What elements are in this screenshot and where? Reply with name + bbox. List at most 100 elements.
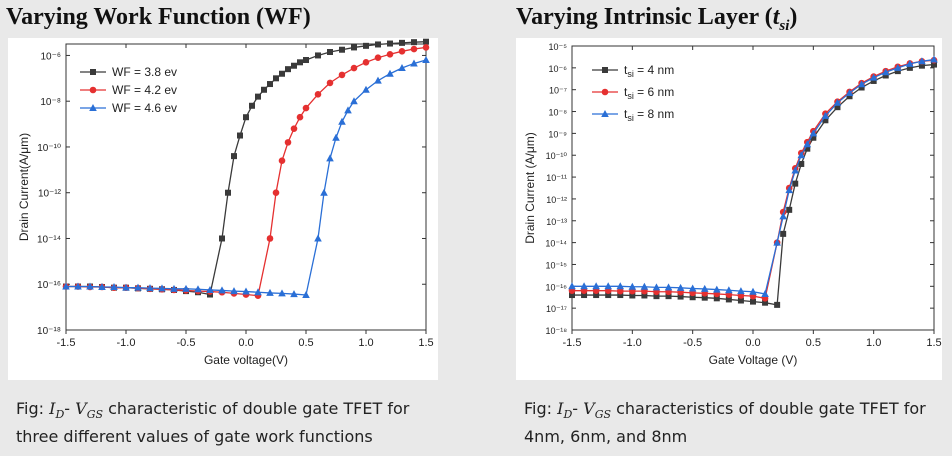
data-point	[881, 68, 890, 76]
data-point	[62, 282, 70, 290]
y-axis-label: Drain Current(A/μm)	[17, 133, 31, 241]
data-point	[821, 111, 830, 119]
series-2	[62, 56, 430, 298]
data-point	[906, 64, 913, 71]
data-point	[713, 295, 720, 302]
y-tick-label: 10⁻¹⁶	[546, 282, 568, 292]
y-tick-label: 10⁻⁸	[548, 108, 567, 118]
data-point	[243, 114, 249, 121]
data-point	[918, 57, 926, 65]
data-point	[604, 282, 612, 290]
tsi-chart: -1.5 -1.0 -0.5 0.0 0.5 1.0 1.5 10⁻¹⁸ 10⁻¹⁷ 10⁻¹⁶ 1…	[523, 42, 942, 367]
y-tick-label: 10⁻⁸	[40, 97, 61, 108]
data-point	[569, 292, 575, 299]
series-line	[66, 41, 427, 296]
data-point	[688, 284, 697, 292]
data-point	[285, 66, 291, 73]
data-point	[314, 91, 322, 98]
left-caption: Fig: ID- VGS characteristic of double ga…	[16, 399, 410, 447]
data-point	[786, 206, 793, 213]
data-point	[279, 70, 285, 77]
series-line	[572, 63, 935, 306]
data-point	[762, 299, 769, 306]
data-point	[386, 69, 394, 77]
data-point	[410, 59, 418, 67]
legend: tsi = 4 nm tsi = 6 nm tsi = 8 nm	[592, 63, 674, 123]
data-point	[351, 44, 357, 51]
legend-label: WF = 4.6 ev	[112, 101, 177, 115]
data-point	[296, 113, 304, 121]
x-tick-label: -1.5	[57, 337, 76, 349]
left-heading: Varying Work Function (WF)	[6, 4, 311, 30]
x-tick-label: 1.0	[358, 337, 373, 349]
y-tick-label: 10⁻¹¹	[546, 173, 567, 183]
data-point	[700, 284, 709, 292]
data-point	[290, 290, 298, 298]
data-point	[930, 55, 938, 63]
data-point	[780, 230, 787, 237]
data-point	[797, 151, 806, 159]
data-point	[410, 45, 418, 53]
data-point	[665, 293, 672, 300]
legend-marker	[601, 110, 609, 117]
x-tick-label: -0.5	[177, 337, 196, 349]
y-tick-label: 10⁻¹⁰	[546, 151, 568, 161]
data-point	[255, 93, 261, 100]
data-point	[266, 235, 274, 242]
data-point	[170, 284, 178, 292]
legend-label: WF = 3.8 ev	[112, 65, 177, 79]
x-tick-label: 0.5	[298, 337, 313, 349]
legend: WF = 3.8 ev WF = 4.2 ev WF = 4.6 ev	[80, 65, 177, 115]
legend-marker	[90, 69, 96, 75]
data-point	[809, 129, 818, 137]
data-point	[628, 282, 637, 290]
y-tick-label: 10⁻⁵	[549, 42, 568, 52]
data-point	[689, 294, 696, 301]
data-point	[846, 93, 853, 100]
series-2	[568, 55, 938, 297]
data-point	[737, 297, 744, 304]
y-tick-label: 10⁻⁶	[40, 51, 61, 62]
data-point	[677, 293, 684, 300]
data-point	[86, 282, 94, 290]
series-line	[66, 59, 427, 296]
data-point	[375, 41, 381, 48]
data-point	[773, 238, 781, 246]
data-point	[374, 76, 382, 84]
data-point	[387, 40, 393, 47]
data-point	[822, 117, 829, 124]
data-point	[792, 180, 799, 187]
data-point	[858, 84, 865, 91]
data-point	[284, 139, 292, 146]
data-point	[314, 234, 322, 242]
data-point	[242, 287, 250, 295]
data-point	[225, 189, 231, 196]
data-point	[870, 77, 877, 84]
data-point	[194, 285, 202, 293]
data-point	[422, 44, 430, 51]
data-point	[580, 282, 588, 290]
left-chart-panel: -1.5 -1.0 -0.5 0.0 0.5 1.0 1.5 10⁻¹⁸ 10⁻¹⁶ 10⁻¹⁴ 1…	[8, 38, 438, 380]
series-0	[569, 61, 937, 308]
data-point	[363, 42, 369, 49]
data-point	[272, 189, 280, 197]
data-point	[810, 134, 817, 141]
right-heading: Varying Intrinsic Layer (tsi)	[516, 4, 798, 34]
legend-marker	[602, 67, 608, 73]
data-point	[616, 282, 625, 290]
data-point	[653, 293, 660, 300]
x-tick-label: -0.5	[683, 337, 702, 349]
data-point	[918, 62, 925, 69]
y-axis-label: Drain Current (A/μm)	[523, 132, 537, 244]
y-tick-label: 10⁻¹⁴	[37, 234, 61, 245]
data-point	[158, 284, 166, 292]
data-point	[399, 39, 405, 46]
x-axis-label: Gate voltage(V)	[204, 353, 288, 367]
y-tick-label: 10⁻⁹	[548, 129, 567, 139]
y-tick-label: 10⁻¹⁴	[545, 239, 567, 249]
data-point	[834, 104, 841, 111]
data-point	[779, 212, 787, 220]
x-tick-label: -1.5	[563, 337, 582, 349]
x-tick-label: -1.0	[623, 337, 642, 349]
data-point	[774, 301, 781, 308]
